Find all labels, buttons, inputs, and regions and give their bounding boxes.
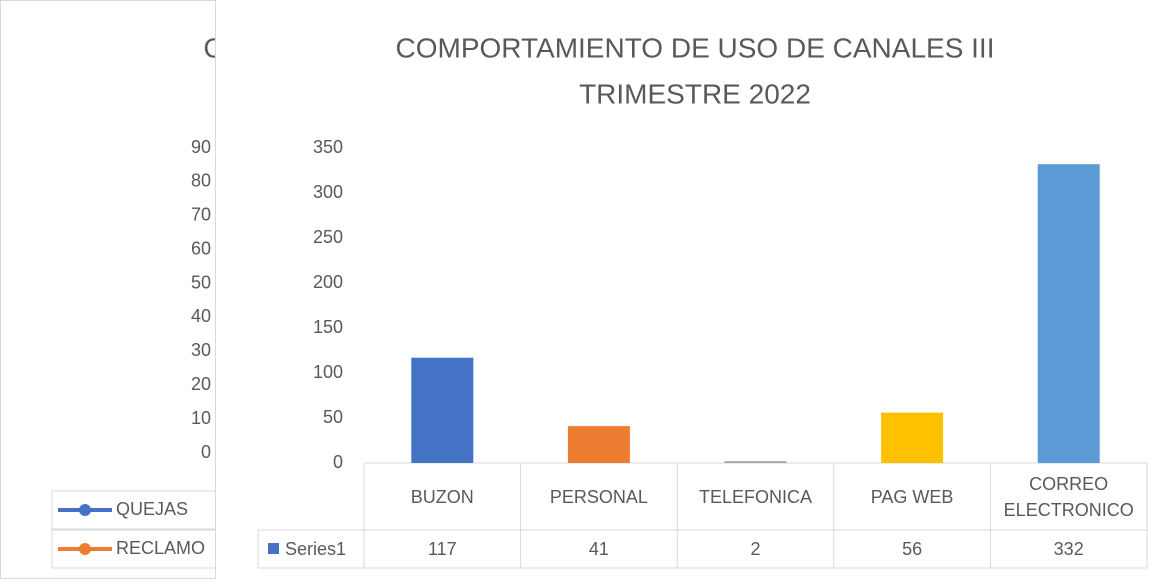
category-cell: PAG WEB [838, 463, 987, 530]
bar [411, 358, 473, 463]
y-tick-label: 50 [191, 272, 211, 292]
legend-label: RECLAMO [116, 538, 205, 558]
y-tick-label: 60 [191, 238, 211, 258]
legend-label: Series1 [285, 539, 346, 559]
y-tick-label: 250 [313, 227, 343, 247]
y-tick-label: 10 [191, 408, 211, 428]
legend-key [268, 543, 279, 554]
y-tick-label: 40 [191, 306, 211, 326]
y-tick-label: 20 [191, 374, 211, 394]
x-tick-label: TELEFONICA [681, 463, 830, 530]
x-tick-label: BUZON [368, 463, 517, 530]
chart-title: TRIMESTRE 2022 [579, 78, 811, 109]
y-tick-label: 0 [333, 452, 343, 472]
category-cell: PERSONAL [525, 463, 674, 530]
chart-title: COMPORTAMIENTO DE USO DE CANALES III [396, 32, 995, 63]
value-cell: 56 [902, 539, 922, 559]
y-tick-label: 350 [313, 137, 343, 157]
bar [568, 426, 630, 463]
legend-label: QUEJAS [116, 499, 188, 519]
value-cell: 117 [428, 539, 457, 559]
y-tick-label: 100 [313, 362, 343, 382]
y-tick-label: 50 [323, 407, 343, 427]
value-cell: 41 [589, 539, 609, 559]
y-tick-label: 90 [191, 137, 211, 157]
legend-marker [79, 543, 91, 555]
y-tick-label: 300 [313, 182, 343, 202]
y-tick-label: 30 [191, 340, 211, 360]
y-tick-label: 200 [313, 272, 343, 292]
x-tick-label: PERSONAL [525, 463, 674, 530]
x-tick-label: CORREO ELECTRONICO [994, 463, 1143, 530]
y-tick-label: 0 [201, 442, 211, 462]
category-cell: TELEFONICA [681, 463, 830, 530]
y-tick-label: 70 [191, 205, 211, 225]
bar [1038, 164, 1100, 463]
category-cell: CORREO ELECTRONICO [994, 463, 1143, 530]
bar [881, 413, 943, 463]
y-tick-label: 80 [191, 171, 211, 191]
x-tick-label: PAG WEB [838, 463, 987, 530]
value-cell: 2 [750, 539, 760, 559]
legend-marker [79, 504, 91, 516]
y-tick-label: 150 [313, 317, 343, 337]
category-cell: BUZON [368, 463, 517, 530]
value-cell: 332 [1054, 539, 1084, 559]
